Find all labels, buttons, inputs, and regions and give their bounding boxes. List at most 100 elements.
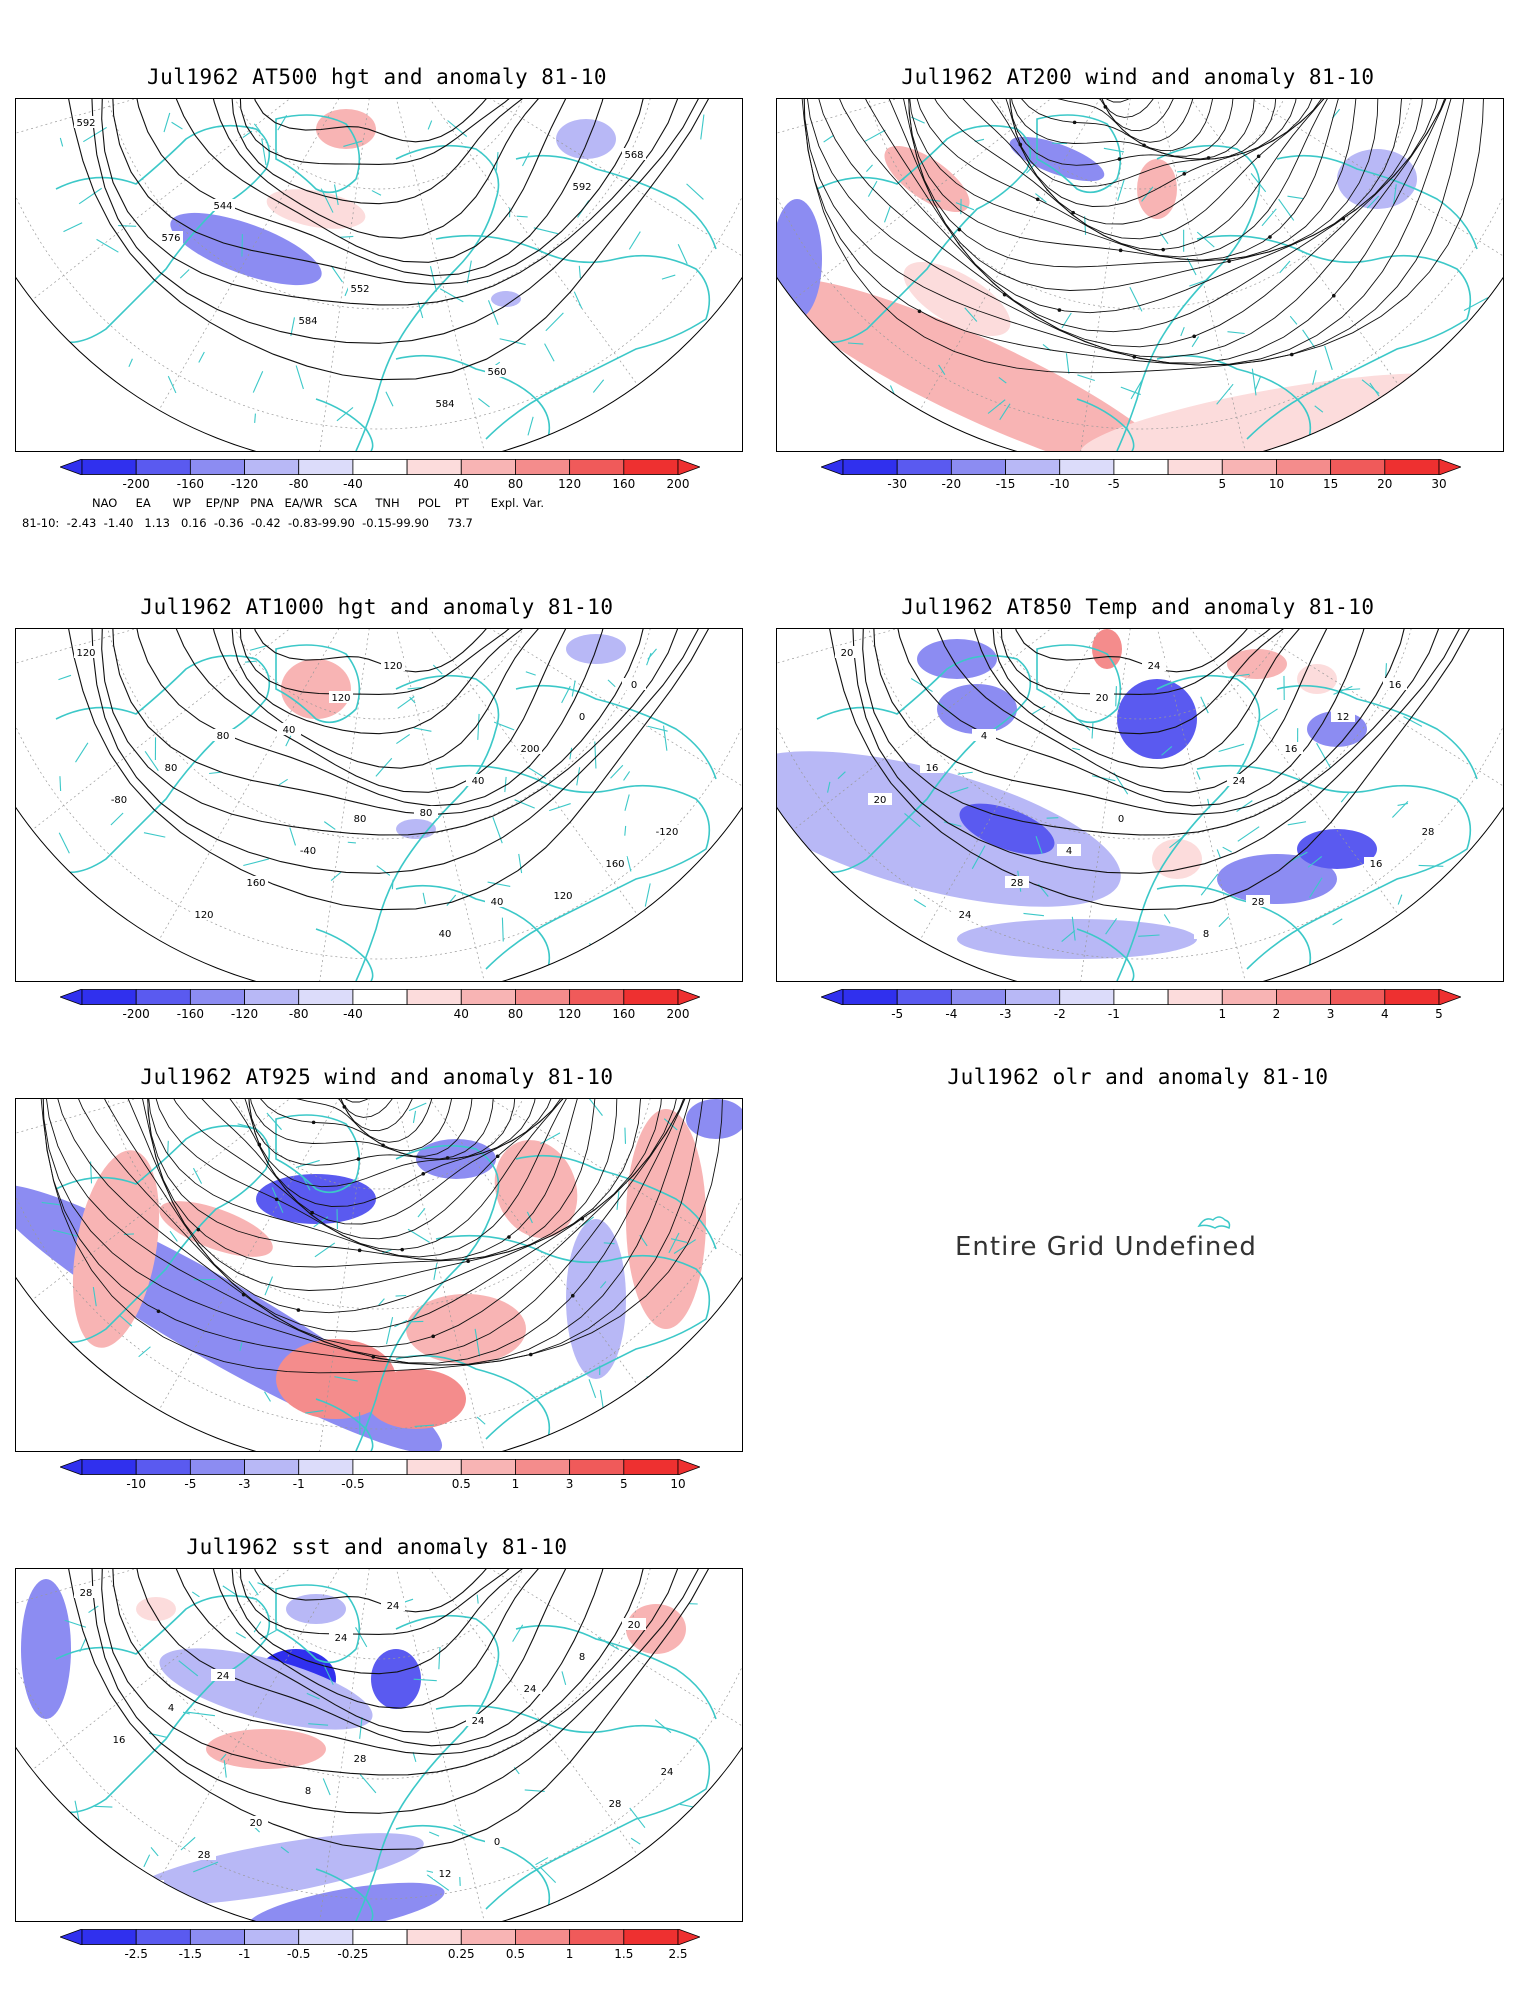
streamline-arrow [1341, 216, 1346, 221]
contour-line [101, 99, 687, 306]
colorbar-segment [406, 989, 462, 1005]
anomaly-shading [777, 751, 1121, 907]
anomaly-shading [1092, 629, 1122, 669]
contour-label: 552 [350, 284, 369, 295]
longitude-line [378, 629, 742, 793]
colorbar-tick-label: 1 [511, 1477, 520, 1491]
border-line [525, 671, 536, 676]
border-line [629, 1807, 646, 1829]
teleconnection-values: 81-10: -2.43 -1.40 1.13 0.16 -0.36 -0.42… [22, 516, 473, 530]
longitude-line [32, 99, 380, 301]
colorbar-tick-label: -0.5 [287, 1947, 311, 1961]
latitude-circle [218, 1569, 540, 1660]
border-line [1120, 386, 1141, 396]
border-line [290, 317, 296, 337]
border-line [74, 1800, 80, 1823]
coastline [355, 1614, 500, 1921]
contour-label: 28 [1011, 878, 1024, 889]
contour-label-bg [329, 1631, 353, 1643]
contour-line [251, 99, 511, 143]
contour-label: 8 [305, 1786, 311, 1797]
border-line [521, 152, 530, 167]
border-line [518, 853, 523, 874]
border-line [412, 1751, 417, 1763]
streamline [248, 1099, 496, 1160]
contour-line [101, 629, 687, 836]
streamline-arrow [1182, 172, 1187, 176]
contour-label-bg [953, 908, 977, 920]
colorbar-tick-label: -40 [343, 477, 363, 491]
colorbar-segment [623, 459, 679, 475]
border-line [633, 1896, 657, 1900]
border-line [624, 825, 627, 836]
latitude-circle [218, 99, 540, 190]
contour-label-bg [1246, 895, 1270, 907]
map-200wind [776, 98, 1504, 452]
contour-label-bg [603, 857, 627, 869]
contour-label: 120 [383, 661, 402, 672]
longitude-line [777, 99, 1141, 151]
border-line [323, 821, 336, 830]
anomaly-shading [406, 1294, 526, 1364]
border-line [248, 1580, 259, 1596]
contour-label-bg [192, 908, 216, 920]
colorbar-tick-label: 200 [666, 1007, 690, 1021]
longitude-line [378, 99, 638, 386]
border-line [359, 1773, 377, 1794]
border-line [305, 1410, 324, 1414]
colorbar-segment [460, 989, 516, 1005]
contour-label: 40 [472, 776, 485, 787]
streamline [157, 1099, 599, 1251]
border-line [41, 1201, 61, 1206]
anomaly-shading [566, 1219, 626, 1379]
border-line [512, 1624, 524, 1642]
border-line [474, 1328, 481, 1357]
contour-label: 0 [494, 1837, 500, 1848]
border-line [540, 1866, 557, 1884]
contour-line [231, 99, 571, 205]
contour-label: 160 [246, 878, 265, 889]
contour-label: 12 [439, 1869, 452, 1880]
streamline [908, 99, 1362, 261]
latitude-circle [979, 629, 1301, 720]
streamline [1012, 99, 1255, 157]
anomaly-shading [136, 1597, 176, 1621]
border-line [110, 812, 124, 826]
streamline [101, 1099, 664, 1314]
border-line [492, 817, 503, 844]
contour-label-bg [466, 774, 490, 786]
contour-label-bg [972, 729, 996, 741]
colorbar-tick-label: 80 [507, 1007, 524, 1021]
border-line [295, 1159, 320, 1169]
coastline [435, 764, 711, 970]
colorbar-tick-label: 0.5 [505, 1947, 525, 1961]
contour-line [919, 629, 1353, 793]
colorbar-segment [298, 459, 354, 475]
colorbar-segment [352, 1459, 408, 1475]
anomaly-shading [1297, 829, 1377, 869]
contour-label-bg [348, 812, 372, 824]
contour-line [130, 1569, 613, 1747]
contour-label: 8 [579, 1652, 585, 1663]
border-line [396, 733, 411, 745]
border-line [668, 1232, 680, 1254]
map-1000hgt: 120 80 80 40 0 80 -40 40 0 -80 160 120 200 -120 120 120… [15, 628, 743, 982]
contour-label-bg [1279, 742, 1303, 754]
streamline [42, 1099, 712, 1366]
contour-label-bg [518, 1682, 542, 1694]
border-line [417, 301, 424, 319]
border-line [1254, 375, 1262, 390]
border-line [422, 892, 426, 905]
contour-label-bg [1005, 876, 1029, 888]
colorbar-segment [896, 459, 952, 475]
contour-label-bg [1090, 691, 1114, 703]
border-line [128, 358, 133, 368]
border-line [239, 1342, 243, 1351]
anomaly-shading [884, 145, 970, 213]
border-line [1338, 688, 1361, 691]
border-line [865, 164, 873, 173]
colorbar-tick-label: -5 [184, 1477, 197, 1491]
contour-line [1012, 629, 1272, 673]
colorbar-segment [1330, 459, 1386, 475]
coastline [275, 1584, 361, 1664]
